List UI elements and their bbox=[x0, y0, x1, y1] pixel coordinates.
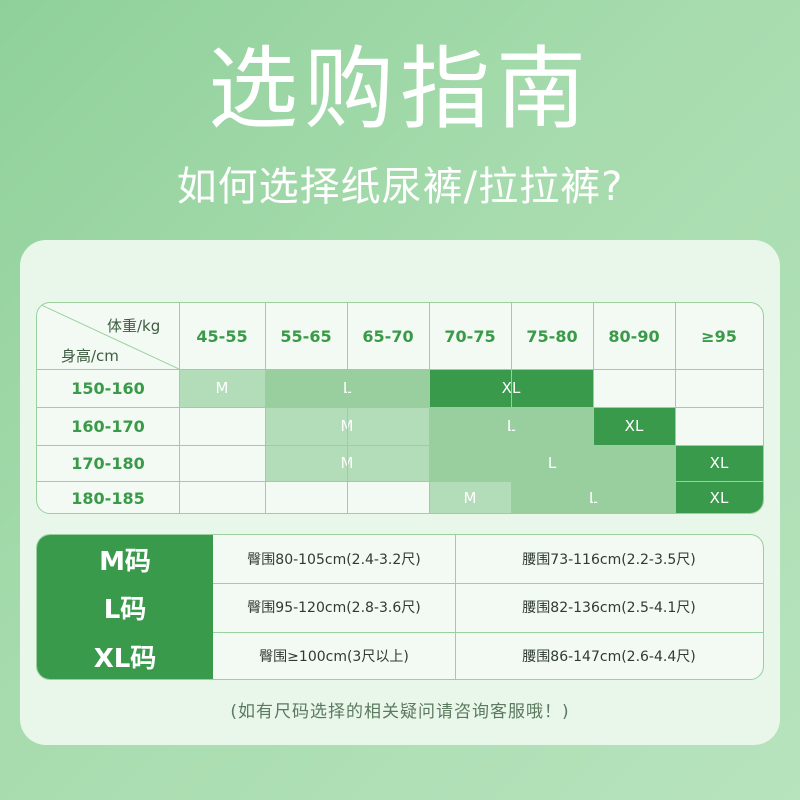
grid-row-divider bbox=[37, 445, 763, 446]
size-band-m: M bbox=[429, 481, 511, 513]
height-header: 180-185 bbox=[71, 488, 145, 508]
size-band-xl: XL bbox=[675, 481, 763, 513]
size-label: M码 bbox=[99, 546, 151, 577]
grid-row-divider bbox=[37, 369, 763, 370]
waist-measurement: 腰围73-116cm(2.2-3.5尺) bbox=[522, 552, 696, 568]
grid-row-divider bbox=[37, 481, 763, 482]
size-row-divider bbox=[213, 632, 763, 633]
size-band-l: L bbox=[429, 445, 675, 481]
size-band-m: M bbox=[179, 369, 265, 407]
weight-header: 75-80 bbox=[526, 326, 578, 346]
page-title: 选购指南 bbox=[208, 37, 592, 142]
corner-divider bbox=[37, 303, 179, 369]
size-measurement-table: M码 臀围80-105cm(2.4-3.2尺) 腰围73-116cm(2.2-3.5… bbox=[36, 534, 764, 680]
grid-column-divider bbox=[179, 303, 180, 513]
hip-measurement: 臀围≥100cm(3尺以上) bbox=[259, 649, 409, 665]
help-note: (如有尺码选择的相关疑问请咨询客服哦！) bbox=[230, 702, 570, 722]
size-label-column bbox=[37, 535, 213, 679]
height-header: 150-160 bbox=[71, 378, 145, 398]
waist-measurement: 腰围82-136cm(2.5-4.1尺) bbox=[522, 600, 696, 616]
hip-measurement: 臀围95-120cm(2.8-3.6尺) bbox=[247, 600, 421, 616]
grid-column-divider bbox=[347, 303, 348, 513]
size-band-xl: XL bbox=[593, 407, 675, 445]
size-column-divider bbox=[455, 535, 456, 679]
grid-column-divider bbox=[429, 303, 430, 513]
weight-header: 70-75 bbox=[444, 326, 496, 346]
page-subtitle: 如何选择纸尿裤/拉拉裤? bbox=[176, 164, 624, 210]
size-band-xl: XL bbox=[675, 445, 763, 481]
hip-measurement: 臀围80-105cm(2.4-3.2尺) bbox=[247, 552, 421, 568]
grid-column-divider bbox=[593, 303, 594, 513]
weight-header: 55-65 bbox=[280, 326, 332, 346]
height-header: 160-170 bbox=[71, 416, 145, 436]
grid-column-divider bbox=[511, 303, 512, 513]
weight-axis-label: 体重/kg bbox=[107, 317, 161, 335]
size-label: L码 bbox=[103, 594, 147, 625]
weight-header: 45-55 bbox=[196, 326, 248, 346]
grid-column-divider bbox=[265, 303, 266, 513]
weight-header: 65-70 bbox=[362, 326, 414, 346]
weight-header: ≥95 bbox=[701, 326, 737, 346]
size-grid: 体重/kg 身高/cm MLXLMLXLMLXLMLXL45-5555-6565… bbox=[36, 302, 764, 514]
grid-column-divider bbox=[675, 303, 676, 513]
height-axis-label: 身高/cm bbox=[61, 347, 119, 365]
weight-header: 80-90 bbox=[608, 326, 660, 346]
waist-measurement: 腰围86-147cm(2.6-4.4尺) bbox=[522, 649, 696, 665]
grid-row-divider bbox=[37, 407, 763, 408]
height-header: 170-180 bbox=[71, 453, 145, 473]
size-row-divider bbox=[213, 583, 763, 584]
size-label: XL码 bbox=[93, 643, 157, 674]
